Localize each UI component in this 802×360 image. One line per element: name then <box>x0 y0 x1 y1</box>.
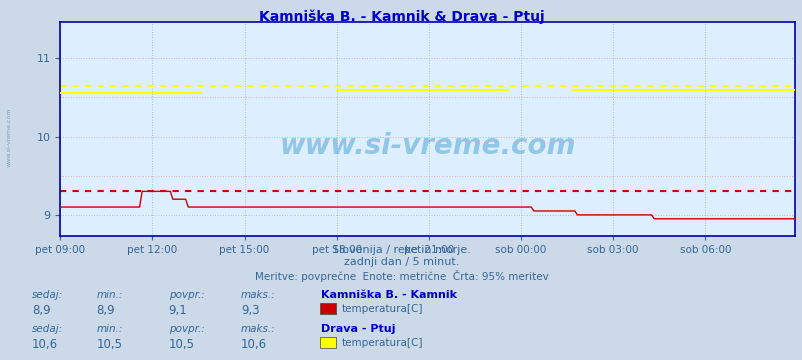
Text: www.si-vreme.com: www.si-vreme.com <box>7 107 12 167</box>
Text: temperatura[C]: temperatura[C] <box>341 304 422 314</box>
Text: sedaj:: sedaj: <box>32 290 63 300</box>
Text: www.si-vreme.com: www.si-vreme.com <box>279 132 575 160</box>
Text: 9,1: 9,1 <box>168 304 187 317</box>
Text: 8,9: 8,9 <box>96 304 115 317</box>
Text: 10,6: 10,6 <box>241 338 267 351</box>
Text: Kamniška B. - Kamnik: Kamniška B. - Kamnik <box>321 290 456 300</box>
Text: 10,5: 10,5 <box>168 338 194 351</box>
Text: min.:: min.: <box>96 290 123 300</box>
Text: Meritve: povprečne  Enote: metrične  Črta: 95% meritev: Meritve: povprečne Enote: metrične Črta:… <box>254 270 548 282</box>
Text: Slovenija / reke in morje.: Slovenija / reke in morje. <box>332 245 470 255</box>
Text: 8,9: 8,9 <box>32 304 51 317</box>
Text: 9,3: 9,3 <box>241 304 259 317</box>
Text: sedaj:: sedaj: <box>32 324 63 334</box>
Text: 10,6: 10,6 <box>32 338 59 351</box>
Text: 10,5: 10,5 <box>96 338 122 351</box>
Text: Kamniška B. - Kamnik & Drava - Ptuj: Kamniška B. - Kamnik & Drava - Ptuj <box>258 9 544 23</box>
Text: povpr.:: povpr.: <box>168 290 205 300</box>
Text: temperatura[C]: temperatura[C] <box>341 338 422 348</box>
Text: maks.:: maks.: <box>241 290 275 300</box>
Text: povpr.:: povpr.: <box>168 324 205 334</box>
Text: maks.:: maks.: <box>241 324 275 334</box>
Text: zadnji dan / 5 minut.: zadnji dan / 5 minut. <box>343 257 459 267</box>
Text: Drava - Ptuj: Drava - Ptuj <box>321 324 395 334</box>
Text: min.:: min.: <box>96 324 123 334</box>
